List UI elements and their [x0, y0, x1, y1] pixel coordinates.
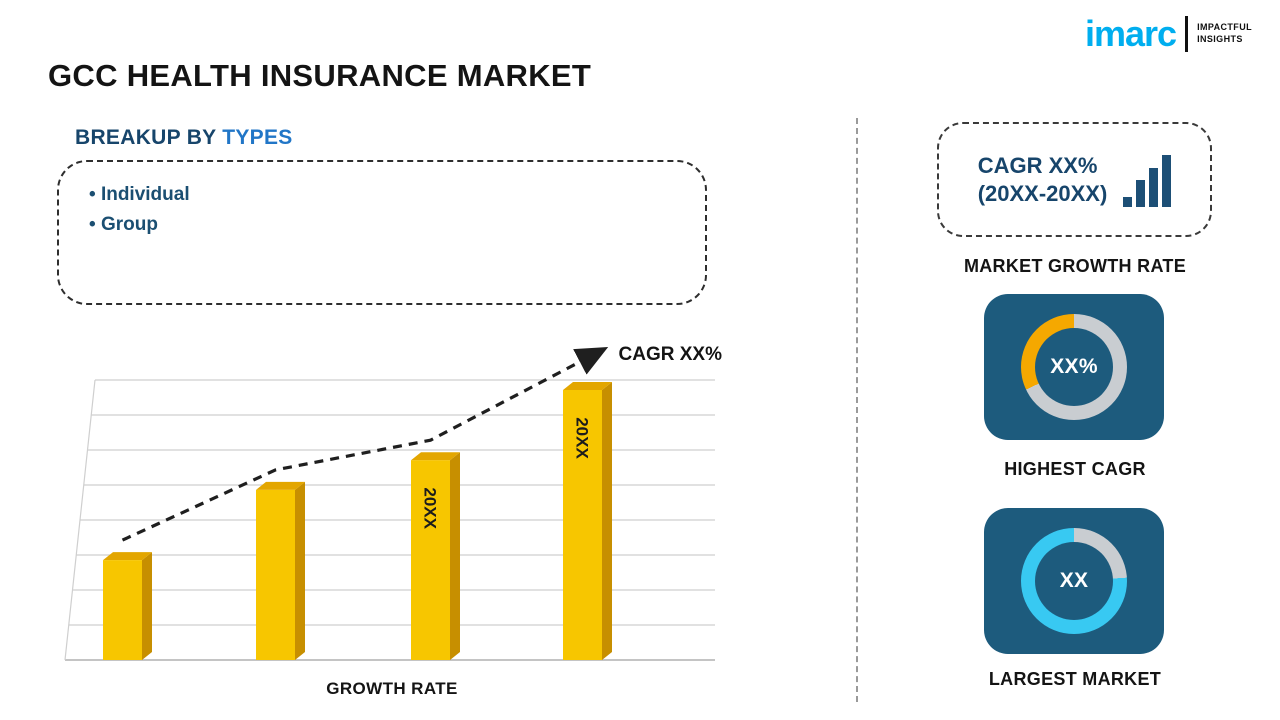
- breakup-heading-prefix: BREAKUP BY: [75, 126, 223, 149]
- bar: [411, 460, 450, 660]
- bar-top-face: [563, 382, 612, 390]
- grid-depth-edge: [64, 379, 96, 661]
- logo-tagline-line2: INSIGHTS: [1197, 34, 1243, 44]
- bar-top-face: [103, 552, 152, 561]
- bar-chart-icon: [1123, 153, 1172, 207]
- chart-x-axis-label: GROWTH RATE: [326, 679, 458, 698]
- bar-top-face: [256, 481, 305, 490]
- trend-arrow: [121, 347, 609, 542]
- breakup-heading: BREAKUP BY TYPES: [75, 126, 293, 150]
- bar-side-face: [142, 552, 152, 660]
- growth-rate-bar-chart: 20XX 20XX CAGR XX%: [64, 344, 723, 661]
- cagr-box-line1: CAGR XX%: [977, 153, 1098, 178]
- vertical-dashed-divider: [856, 118, 858, 702]
- list-item: Individual: [89, 180, 675, 210]
- bar-top-face: [411, 452, 460, 461]
- trend-label: CAGR XX%: [619, 344, 723, 365]
- largest-market-value: XX: [1035, 542, 1113, 620]
- highest-cagr-value: XX%: [1035, 328, 1113, 406]
- bar-side-face: [295, 481, 305, 660]
- highest-cagr-donut-chart: XX%: [1021, 314, 1127, 420]
- breakup-list: Individual Group: [89, 180, 675, 241]
- logo-tagline: IMPACTFUL INSIGHTS: [1197, 22, 1252, 45]
- page-title: GCC HEALTH INSURANCE MARKET: [48, 58, 592, 93]
- highest-cagr-label: HIGHEST CAGR: [1004, 459, 1146, 479]
- highest-cagr-tile: XX%: [984, 294, 1164, 440]
- breakup-types-box: Individual Group: [57, 160, 707, 305]
- cagr-box-text: CAGR XX% (20XX-20XX): [978, 152, 1108, 207]
- bar-side-face: [602, 382, 612, 660]
- cagr-dashed-box: CAGR XX% (20XX-20XX): [937, 122, 1212, 237]
- market-growth-rate-label: MARKET GROWTH RATE: [963, 256, 1187, 276]
- bar: [563, 390, 602, 660]
- bar-side-face: [450, 452, 460, 660]
- largest-market-tile: XX: [984, 508, 1164, 654]
- list-item: Group: [89, 210, 675, 240]
- imarc-logo: imarc IMPACTFUL INSIGHTS: [1085, 16, 1252, 52]
- bar-label: 20XX: [421, 487, 440, 529]
- logo-tagline-line1: IMPACTFUL: [1197, 22, 1252, 33]
- bar-label: 20XX: [573, 417, 592, 459]
- breakup-heading-highlight: TYPES: [222, 126, 293, 149]
- imarc-logo-text: imarc: [1084, 13, 1177, 54]
- logo-divider: [1185, 16, 1189, 52]
- largest-market-donut-chart: XX: [1021, 528, 1127, 634]
- largest-market-label: LARGEST MARKET: [988, 669, 1162, 689]
- bar: [256, 489, 295, 660]
- bar: [103, 560, 142, 660]
- cagr-box-line2: (20XX-20XX): [977, 180, 1108, 206]
